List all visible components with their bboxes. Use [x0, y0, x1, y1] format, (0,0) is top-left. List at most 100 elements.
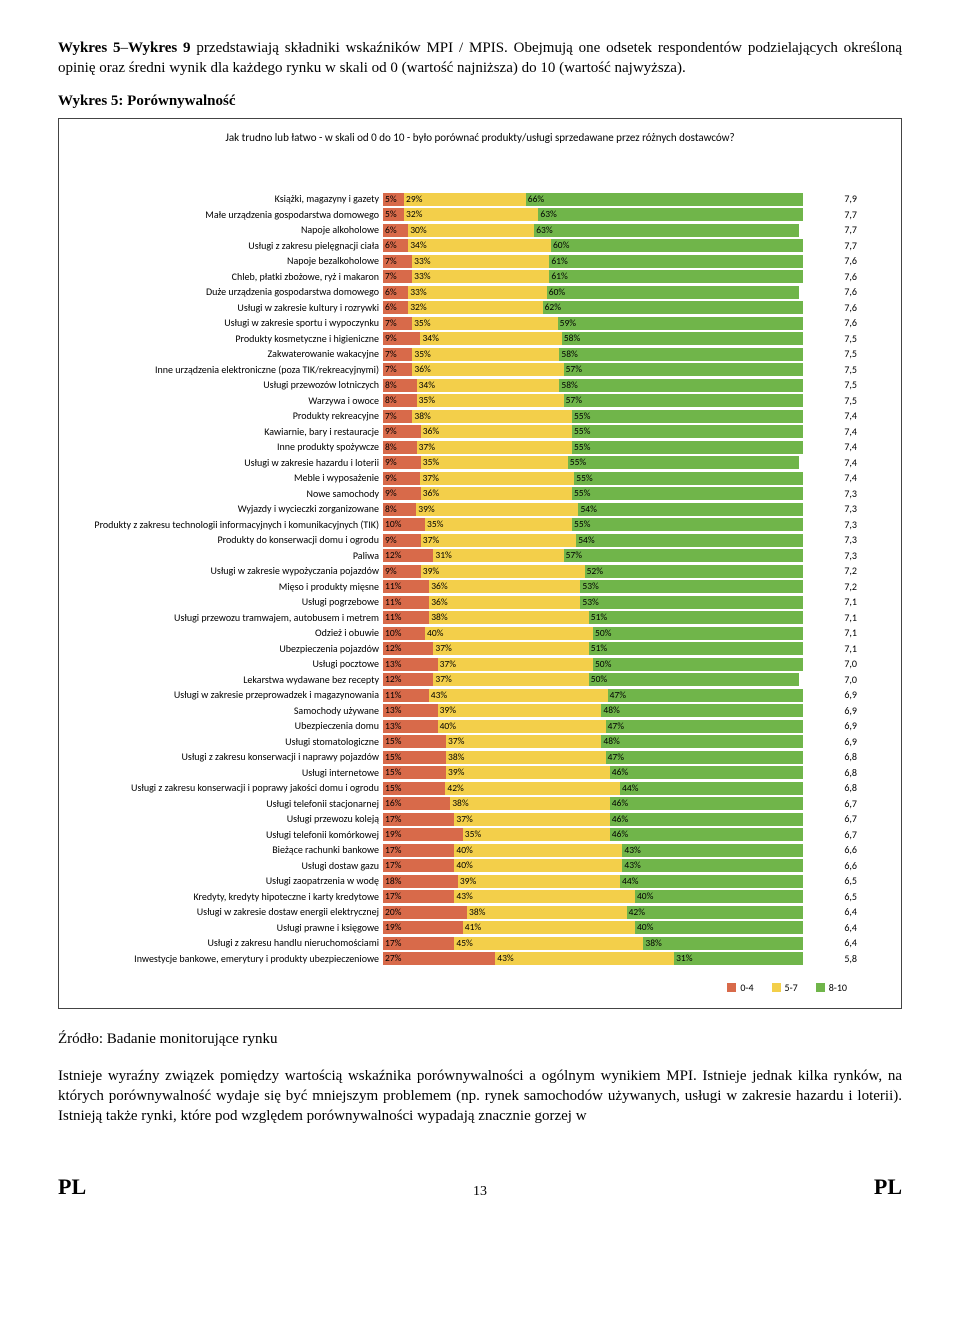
row-label: Usługi stomatologiczne [73, 737, 383, 747]
chart-row: Usługi telefonii stacjonarnej16%38%46%6,… [73, 796, 887, 812]
row-score: 6,7 [803, 799, 863, 809]
row-bar: 6%30%63% [383, 224, 803, 237]
row-bar: 11%43%47% [383, 689, 803, 702]
bar-seg-mid: 36% [412, 363, 563, 376]
row-score: 6,4 [803, 923, 863, 933]
row-score: 7,5 [803, 349, 863, 359]
row-score: 6,9 [803, 737, 863, 747]
bar-seg-low: 11% [383, 596, 429, 609]
bar-seg-mid: 32% [404, 208, 538, 221]
bar-seg-high: 60% [551, 239, 803, 252]
row-bar: 13%39%48% [383, 704, 803, 717]
bar-seg-low: 11% [383, 689, 429, 702]
row-score: 7,2 [803, 566, 863, 576]
bar-seg-low: 15% [383, 782, 445, 795]
row-score: 6,7 [803, 814, 863, 824]
row-bar: 7%35%59% [383, 317, 803, 330]
row-score: 7,6 [803, 256, 863, 266]
row-bar: 7%33%61% [383, 255, 803, 268]
chart-row: Paliwa12%31%57%7,3 [73, 548, 887, 564]
chart-row: Książki, magazyny i gazety5%29%66%7,9 [73, 192, 887, 208]
bar-seg-high: 58% [562, 332, 803, 345]
legend-high: 8-10 [816, 981, 847, 994]
row-label: Usługi pogrzebowe [73, 597, 383, 607]
bar-seg-low: 9% [383, 472, 420, 485]
row-label: Usługi przewozu koleją [73, 814, 383, 824]
bar-seg-mid: 35% [425, 518, 572, 531]
row-score: 7,7 [803, 225, 863, 235]
row-bar: 16%38%46% [383, 797, 803, 810]
bar-seg-mid: 29% [404, 193, 526, 206]
bar-seg-low: 12% [383, 673, 433, 686]
row-label: Samochody używane [73, 706, 383, 716]
chart-row: Usługi prawne i księgowe19%41%40%6,4 [73, 920, 887, 936]
chart-row: Produkty do konserwacji domu i ogrodu9%3… [73, 533, 887, 549]
row-bar: 15%42%44% [383, 782, 803, 795]
chart-row: Ubezpieczenia pojazdów12%37%51%7,1 [73, 641, 887, 657]
chart-row: Usługi w zakresie kultury i rozrywki6%32… [73, 300, 887, 316]
chart-row: Meble i wyposażenie9%37%55%7,4 [73, 471, 887, 487]
bar-seg-mid: 35% [412, 348, 559, 361]
row-score: 7,5 [803, 396, 863, 406]
bar-seg-mid: 35% [412, 317, 558, 330]
bar-seg-high: 63% [534, 224, 799, 237]
row-score: 6,5 [803, 876, 863, 886]
row-label: Usługi w zakresie sportu i wypoczynku [73, 318, 383, 328]
bar-seg-mid: 41% [463, 921, 635, 934]
chart-row: Usługi pogrzebowe11%36%53%7,1 [73, 595, 887, 611]
row-bar: 7%35%58% [383, 348, 803, 361]
bar-seg-low: 8% [383, 503, 416, 516]
row-score: 7,3 [803, 551, 863, 561]
row-score: 7,7 [803, 241, 863, 251]
bar-seg-low: 8% [383, 441, 417, 454]
bar-seg-mid: 37% [454, 813, 609, 826]
bar-seg-low: 19% [383, 921, 463, 934]
row-label: Produkty do konserwacji domu i ogrodu [73, 535, 383, 545]
row-bar: 19%35%46% [383, 828, 803, 841]
row-bar: 15%39%46% [383, 766, 803, 779]
row-score: 6,9 [803, 721, 863, 731]
row-score: 7,1 [803, 628, 863, 638]
chart-rows: Książki, magazyny i gazety5%29%66%7,9Mał… [73, 192, 887, 967]
row-score: 7,3 [803, 520, 863, 530]
row-label: Ubezpieczenia pojazdów [73, 644, 383, 654]
bar-seg-high: 52% [585, 565, 803, 578]
bar-seg-high: 42% [627, 906, 803, 919]
row-label: Meble i wyposażenie [73, 473, 383, 483]
bar-seg-high: 62% [543, 301, 803, 314]
bar-seg-high: 58% [559, 379, 803, 392]
row-bar: 10%35%55% [383, 518, 803, 531]
bar-seg-mid: 38% [450, 797, 610, 810]
bar-seg-high: 50% [593, 627, 803, 640]
chart-row: Usługi dostaw gazu17%40%43%6,6 [73, 858, 887, 874]
row-bar: 8%39%54% [383, 503, 803, 516]
row-label: Usługi dostaw gazu [73, 861, 383, 871]
row-score: 7,5 [803, 334, 863, 344]
chart-row: Usługi z zakresu konserwacji i naprawy p… [73, 750, 887, 766]
chart-row: Usługi zaopatrzenia w wodę18%39%44%6,5 [73, 874, 887, 890]
row-score: 7,6 [803, 272, 863, 282]
bar-seg-high: 47% [606, 720, 803, 733]
row-score: 6,4 [803, 907, 863, 917]
row-score: 6,9 [803, 690, 863, 700]
bar-seg-mid: 37% [421, 534, 576, 547]
row-label: Książki, magazyny i gazety [73, 194, 383, 204]
row-label: Produkty z zakresu technologii informacy… [73, 520, 383, 530]
bar-seg-high: 61% [549, 255, 803, 268]
row-bar: 5%29%66% [383, 193, 803, 206]
bar-seg-high: 66% [526, 193, 803, 206]
bar-seg-high: 54% [576, 534, 803, 547]
row-bar: 13%37%50% [383, 658, 803, 671]
bar-seg-low: 9% [383, 534, 421, 547]
row-score: 6,5 [803, 892, 863, 902]
bar-seg-low: 7% [383, 410, 412, 423]
bar-seg-mid: 36% [429, 580, 580, 593]
chart-row: Inne produkty spożywcze8%37%55%7,4 [73, 440, 887, 456]
bar-seg-mid: 37% [433, 673, 588, 686]
bar-seg-low: 6% [383, 286, 408, 299]
chart-row: Małe urządzenia gospodarstwa domowego5%3… [73, 207, 887, 223]
row-bar: 10%40%50% [383, 627, 803, 640]
row-bar: 8%35%57% [383, 394, 803, 407]
footer-right: PL [874, 1174, 902, 1200]
bar-seg-high: 59% [558, 317, 803, 330]
